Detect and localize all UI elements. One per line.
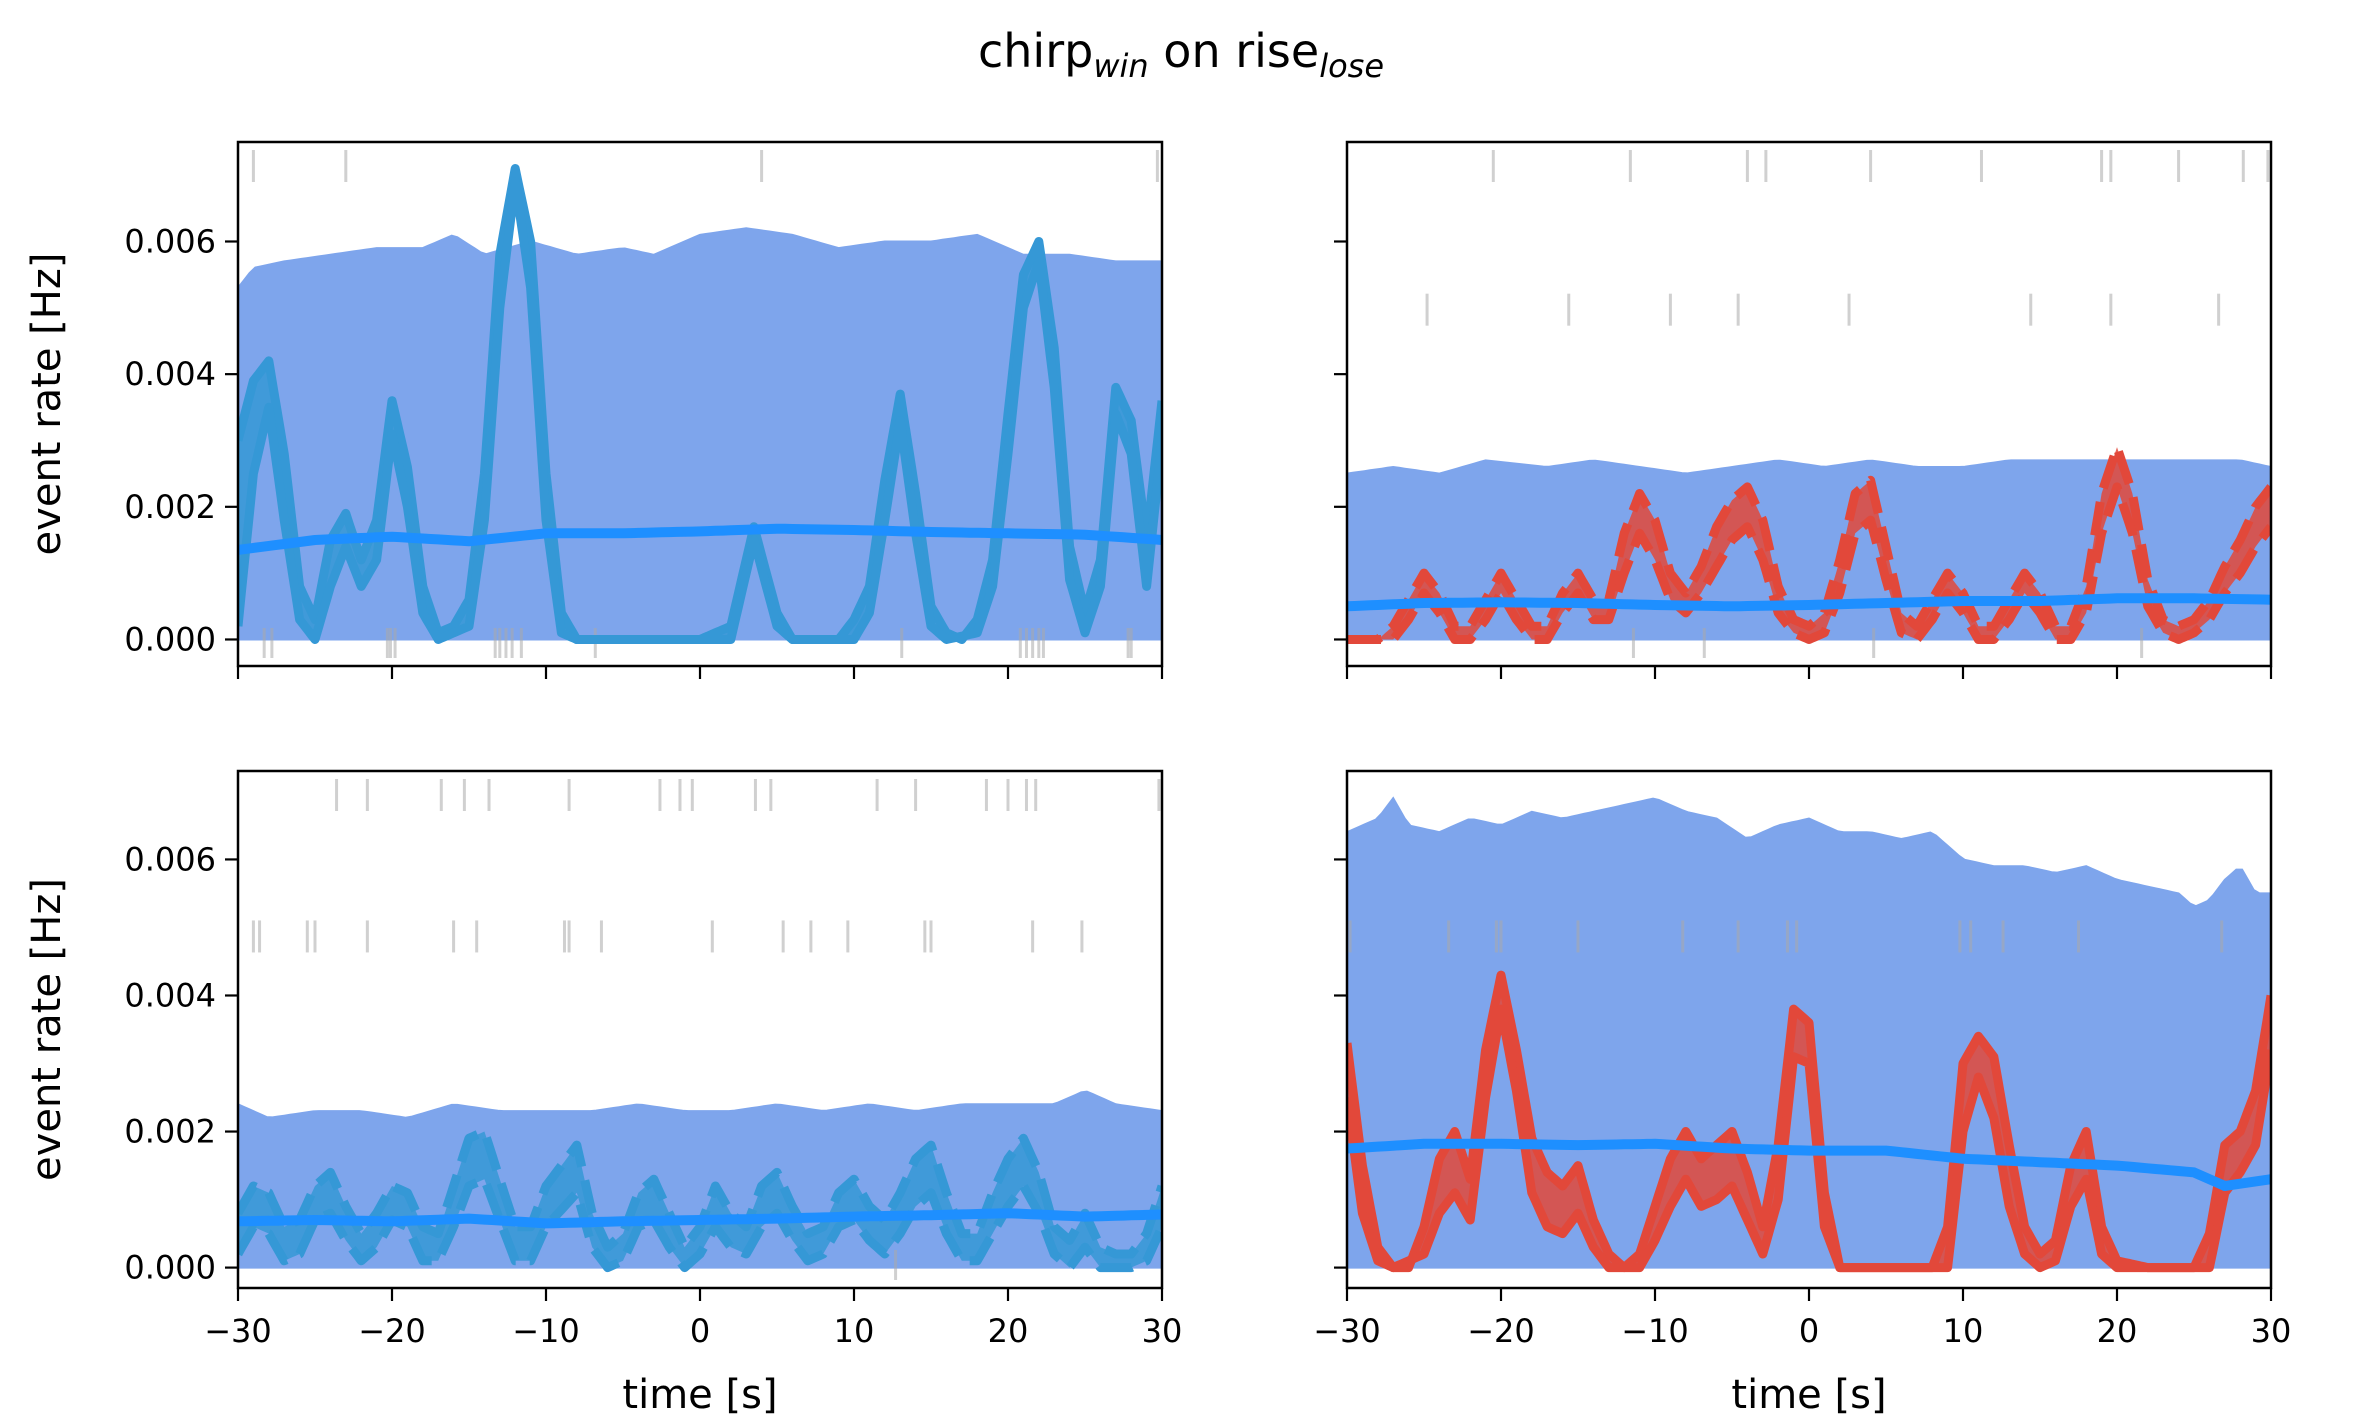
figure-title: chirpwin on riselose — [0, 24, 2362, 85]
bottom-left-ylabel: event rate [Hz] — [24, 878, 70, 1181]
bottom-right-trace-lower-line — [1347, 1004, 2271, 1273]
bottom-left-xtick-label-1: −20 — [358, 1312, 426, 1350]
bottom-right-xtick-label-4: 10 — [1943, 1312, 1984, 1350]
bottom-left-ytick-label-3: 0.006 — [124, 840, 216, 878]
bottom-left-xlabel: time [s] — [622, 1372, 777, 1417]
bottom-left-ytick-label-2: 0.004 — [124, 976, 216, 1014]
bottom-left-xtick-label-4: 10 — [834, 1312, 875, 1350]
top-left-mean-line — [238, 523, 1162, 555]
bottom-right-mean-line — [1347, 1138, 2271, 1191]
bottom-left-ytick-label-0: 0.000 — [124, 1249, 216, 1287]
bottom-right-xtick-label-0: −30 — [1313, 1312, 1381, 1350]
bottom-right-xtick-label-2: −10 — [1621, 1312, 1689, 1350]
bottom-left-mean-line — [238, 1208, 1162, 1229]
bottom-right-trace-fill — [1347, 975, 2271, 1268]
title-sub-win: win — [1093, 47, 1149, 86]
bottom-left-xtick-label-5: 20 — [988, 1312, 1029, 1350]
title-mid: on rise — [1148, 24, 1320, 78]
top-left-ytick-label-0: 0.000 — [124, 620, 216, 658]
title-sub-lose: lose — [1319, 47, 1385, 86]
top-right-mean-line — [1347, 593, 2271, 612]
bottom-left-trace-upper-line — [238, 1127, 1162, 1259]
bottom-right-xtick-label-3: 0 — [1799, 1312, 1819, 1350]
bottom-right-xlabel: time [s] — [1731, 1372, 1886, 1417]
bottom-left-xtick-label-2: −10 — [512, 1312, 580, 1350]
bottom-right-xtick-label-6: 30 — [2251, 1312, 2292, 1350]
top-right-trace-upper-line — [1347, 442, 2271, 644]
bottom-right-xtick-label-1: −20 — [1467, 1312, 1535, 1350]
bottom-left-xtick-label-6: 30 — [1142, 1312, 1183, 1350]
title-main: chirp — [977, 24, 1094, 78]
top-left-ytick-label-2: 0.004 — [124, 355, 216, 393]
top-left-ylabel: event rate [Hz] — [24, 253, 70, 556]
bottom-right-xtick-label-5: 20 — [2097, 1312, 2138, 1350]
top-left-trace-lower-line — [238, 177, 1162, 644]
bottom-left-xtick-label-3: 0 — [690, 1312, 710, 1350]
bottom-left-ytick-label-1: 0.002 — [124, 1113, 216, 1151]
bottom-left-trace-fill — [238, 1131, 1162, 1268]
top-left-ytick-label-1: 0.002 — [124, 488, 216, 526]
top-right-trace-lower-line — [1347, 482, 2271, 644]
bottom-left-xtick-label-0: −30 — [204, 1312, 272, 1350]
top-left-ytick-label-3: 0.006 — [124, 222, 216, 260]
bottom-right-trace-upper-line — [1347, 970, 2271, 1273]
